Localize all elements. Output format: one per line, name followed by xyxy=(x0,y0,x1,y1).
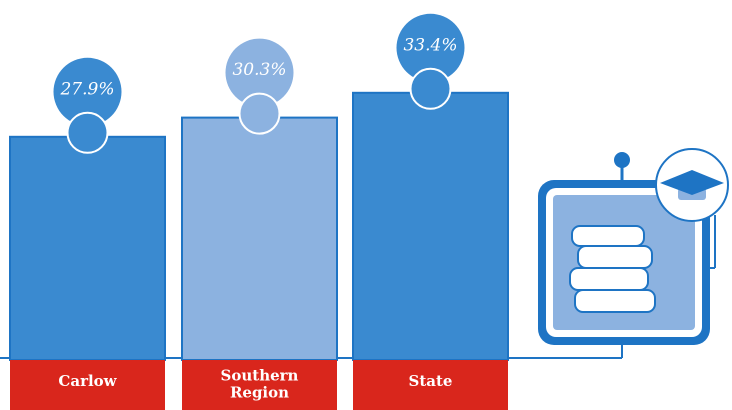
bar xyxy=(352,91,509,362)
bubble xyxy=(225,38,294,107)
decoration xyxy=(0,148,729,359)
value-label: 27.9% xyxy=(59,79,114,99)
bubble-stem xyxy=(77,116,98,135)
category-label: Southern Region xyxy=(221,367,299,402)
bubble xyxy=(396,13,465,82)
value-label: 33.4% xyxy=(403,35,457,55)
bubble-stem xyxy=(420,72,441,91)
category-box xyxy=(10,360,165,410)
category-label: Carlow xyxy=(58,372,117,390)
bar xyxy=(9,135,166,361)
bubble xyxy=(53,57,122,126)
bar xyxy=(181,116,338,361)
bubble-stem xyxy=(249,97,270,116)
value-label: 30.3% xyxy=(232,60,286,80)
category-box xyxy=(182,360,337,410)
category-box xyxy=(353,360,508,410)
category-label: State xyxy=(409,372,453,390)
